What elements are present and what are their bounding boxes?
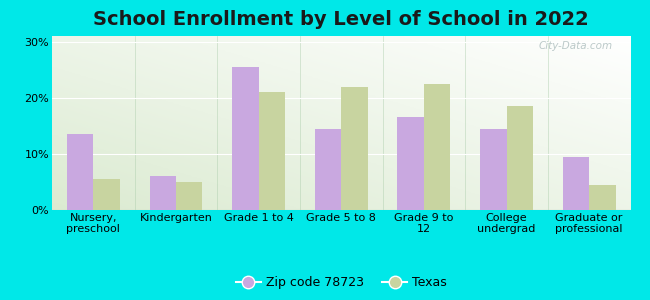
Bar [397,117,424,210]
Bar [150,176,176,210]
Bar [259,92,285,210]
Bar [176,182,202,210]
Legend: Zip code 78723, Texas: Zip code 78723, Texas [231,271,452,294]
Text: City-Data.com: City-Data.com [539,41,613,51]
Bar [589,185,616,210]
Bar [480,129,506,210]
Bar [506,106,533,210]
Bar [563,157,589,210]
Bar [315,129,341,210]
Bar [341,86,368,210]
Bar [67,134,94,210]
Bar [94,179,120,210]
Title: School Enrollment by Level of School in 2022: School Enrollment by Level of School in … [94,10,589,29]
Bar [232,67,259,210]
Bar [424,84,450,210]
